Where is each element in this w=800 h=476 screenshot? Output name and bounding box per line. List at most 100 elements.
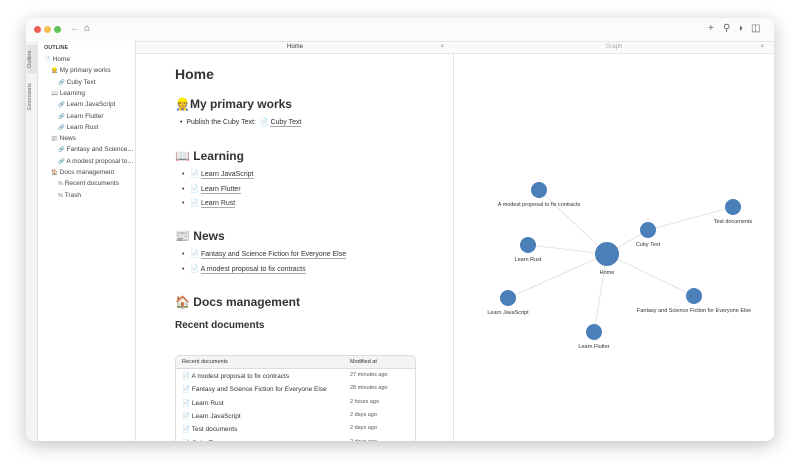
outline-item-label: Learn Flutter: [66, 112, 104, 120]
outline-item[interactable]: 👷 My primary works: [51, 67, 134, 74]
tab-extensions[interactable]: Extensions: [27, 83, 33, 111]
outline-panel: OUTLINE 📄 Home 👷 My primary works 🔗 Cuby T…: [38, 41, 136, 441]
outline-item-label: Recent documents: [64, 180, 119, 188]
outline-item-icon: 📄: [44, 57, 51, 63]
outline-item-icon: 🔗: [58, 147, 65, 154]
table-row[interactable]: 📄 Learn JavaScript 2 days ago: [182, 411, 377, 420]
graph-tab-title: Graph: [605, 44, 623, 50]
outline-item[interactable]: 🔗 Learn Flutter: [58, 113, 134, 120]
document-icon: 📄: [182, 440, 190, 442]
search-icon[interactable]: ⚲: [723, 23, 731, 34]
recent-documents-table: Recent documents Modified at 📄 A modest …: [175, 355, 416, 441]
graph-node-label: Cuby Text: [636, 242, 661, 248]
tab-outline[interactable]: Outline: [27, 45, 37, 73]
maximize-window-button[interactable]: [54, 26, 61, 33]
back-arrow-icon[interactable]: ←: [70, 23, 80, 34]
outline-item[interactable]: % Recent documents: [58, 180, 134, 187]
doc-link[interactable]: Learn Rust: [200, 200, 236, 208]
graph-node[interactable]: [686, 288, 702, 304]
outline-item-label: Fantasy and Science Fiction for Everyone…: [66, 146, 134, 154]
link-cuby-text[interactable]: Cuby Text: [270, 119, 302, 127]
doc-link[interactable]: Fantasy and Science Fiction for Everyone…: [200, 251, 347, 259]
outline-item[interactable]: 🏠 Docs management: [51, 169, 134, 176]
graph-node[interactable]: [595, 242, 619, 266]
outline-item-label: Learn Rust: [66, 123, 99, 131]
heading-learning: 📖 Learning: [175, 149, 244, 163]
table-row[interactable]: 📄 Fantasy and Science Fiction for Everyo…: [182, 385, 388, 394]
graph-node[interactable]: [586, 324, 602, 340]
close-icon[interactable]: ×: [760, 44, 764, 50]
close-icon[interactable]: ×: [440, 44, 444, 50]
graph-edge: [647, 206, 734, 231]
document-icon: 📄: [190, 265, 200, 273]
doc-link[interactable]: A modest proposal to fix contracts: [200, 265, 306, 274]
table-row[interactable]: 📄 Test documents 2 days ago: [182, 425, 377, 434]
outline-item-icon: 🔗: [58, 102, 65, 109]
doc-link[interactable]: Learn JavaScript: [200, 171, 254, 179]
document-icon: 📄: [182, 373, 191, 380]
graph-edge: [538, 189, 608, 255]
outline-item[interactable]: 📖 Learning: [51, 90, 134, 97]
document-icon: 📄: [182, 399, 191, 407]
outline-title: OUTLINE: [44, 45, 69, 51]
list-item: • Publish the Cuby Text: 📄 Cuby Text: [180, 119, 302, 127]
outline-item-label: My primary works: [59, 67, 111, 75]
outline-item-icon: %: [58, 181, 63, 188]
outline-item-label: A modest proposal to fix contracts: [66, 157, 134, 165]
graph-node-label: Learn JavaScript: [487, 310, 529, 316]
app-window: ← ⌂ + ⚲ ◑ ◫ Outline Extensions OUTLINE 📄…: [26, 18, 774, 441]
graph-node[interactable]: [725, 199, 741, 215]
outline-item-icon: 🔗: [58, 124, 65, 131]
minimize-window-button[interactable]: [44, 26, 51, 33]
graph-node[interactable]: [500, 290, 516, 306]
outline-item[interactable]: 🔗 Cuby Text: [58, 79, 134, 86]
graph-node[interactable]: [531, 182, 547, 198]
document-icon: 📄: [190, 185, 200, 193]
theme-icon[interactable]: ◑: [737, 23, 744, 34]
graph-tab[interactable]: Graph ×: [454, 41, 774, 54]
list-item: • 📄 Learn JavaScript: [182, 171, 254, 179]
close-window-button[interactable]: [34, 26, 41, 33]
graph-view[interactable]: Home A modest proposal to fix contracts Te…: [454, 54, 774, 441]
graph-node[interactable]: [640, 222, 656, 238]
outline-item[interactable]: 📄 Home: [44, 56, 134, 63]
table-row[interactable]: 📄 A modest proposal to fix contracts 27 m…: [182, 372, 388, 380]
outline-item[interactable]: 🔗 Fantasy and Science Fiction for Everyo…: [58, 146, 134, 153]
outline-item[interactable]: % Trash: [58, 192, 134, 199]
graph-node-label: A modest proposal to fix contracts: [498, 202, 581, 208]
list-item: • 📄 A modest proposal to fix contracts: [182, 265, 306, 274]
home-icon[interactable]: ⌂: [84, 23, 91, 34]
heading-primary-works: 👷My primary works: [175, 97, 292, 111]
graph-edge: [606, 253, 695, 297]
graph-node[interactable]: [520, 237, 536, 253]
page-title: Home: [175, 66, 214, 82]
outline-item[interactable]: 🔗 Learn JavaScript: [58, 101, 134, 108]
doc-link[interactable]: Learn Flutter: [200, 185, 241, 194]
graph-edge: [527, 244, 608, 255]
outline-item-label: Docs management: [59, 169, 115, 176]
outline-item-icon: 🔗: [58, 79, 65, 86]
heading-docs-management: 🏠 Docs management: [175, 295, 300, 309]
split-view-icon[interactable]: ◫: [751, 23, 761, 34]
graph-node-label: Fantasy and Science Fiction for Everyone…: [637, 308, 751, 314]
outline-item-label: Cuby Text: [66, 78, 96, 86]
heading-news: 📰 News: [175, 229, 225, 243]
outline-item-icon: 👷: [51, 68, 58, 75]
graph-node-label: Learn Flutter: [578, 344, 609, 350]
doc-tab-title: Home: [286, 44, 303, 50]
graph-pane: Home A modest proposal to fix contracts Te…: [454, 54, 774, 441]
table-row[interactable]: 📄 Cuby Text2 days ago: [176, 436, 415, 442]
outline-item[interactable]: 🔗 Learn Rust: [58, 124, 134, 131]
outline-item-icon: %: [58, 192, 63, 199]
document-icon: 📄: [190, 171, 200, 178]
outline-item[interactable]: 🔗 A modest proposal to fix contracts: [58, 158, 134, 165]
outline-item[interactable]: 📰 News: [51, 135, 134, 142]
outline-item-label: Trash: [64, 191, 81, 199]
plus-icon[interactable]: +: [708, 23, 714, 34]
graph-node-label: Home: [600, 270, 615, 276]
table-row[interactable]: 📄 Learn Rust 2 hours ago: [182, 398, 380, 407]
document-icon: 📄: [190, 251, 200, 258]
document-pane: Home 👷My primary works • Publish the Cub…: [136, 54, 454, 441]
list-item: • 📄 Learn Flutter: [182, 185, 241, 194]
doc-tab[interactable]: Home ×: [136, 41, 454, 54]
